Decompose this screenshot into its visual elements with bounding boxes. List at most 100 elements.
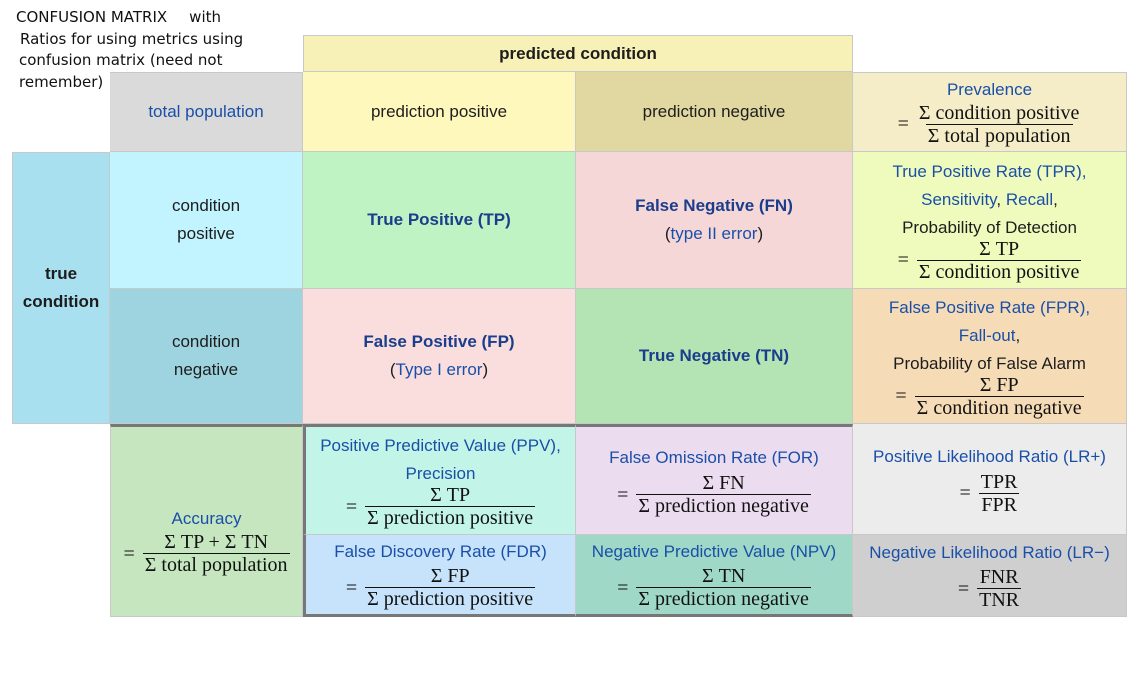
- accuracy-title: Accuracy: [171, 509, 242, 528]
- tpr-cell: True Positive Rate (TPR), Sensitivity, R…: [853, 152, 1127, 289]
- lr-negative-numerator: FNR: [979, 566, 1019, 588]
- total-population-cell: total population: [110, 72, 303, 152]
- fn-paren-open: (: [664, 224, 671, 243]
- accuracy-denominator: Σ total population: [142, 553, 290, 576]
- condition-positive-line-2: positive: [177, 224, 235, 243]
- prevalence-cell: Prevalence = Σ condition positive Σ tota…: [853, 72, 1127, 152]
- true-positive-label: True Positive (TP): [367, 210, 511, 229]
- tpr-numerator: Σ TP: [979, 237, 1020, 260]
- lr-negative-title: Negative Likelihood Ratio (LR−): [869, 543, 1110, 562]
- ppv-line-1: Positive Predictive Value (PPV),: [320, 436, 561, 455]
- npv-eq: =: [617, 576, 629, 599]
- lr-positive-numerator: TPR: [980, 470, 1018, 493]
- lr-negative-formula: = FNR TNR: [957, 566, 1022, 611]
- true-positive-cell: True Positive (TP): [303, 152, 576, 289]
- fpr-line-2: Fall-out,: [959, 322, 1020, 350]
- ppv-numerator: Σ TP: [430, 484, 471, 506]
- prevalence-title: Prevalence: [946, 79, 1033, 99]
- condition-positive-line-1: condition: [171, 196, 241, 215]
- npv-numerator: Σ TN: [701, 565, 746, 587]
- prevalence-denominator: Σ total population: [925, 123, 1073, 147]
- fpr-denominator: Σ condition negative: [914, 395, 1084, 419]
- tpr-line-3: Probability of Detection: [902, 217, 1077, 237]
- prediction-positive-label: prediction positive: [370, 101, 508, 121]
- prevalence-numerator: Σ condition positive: [918, 101, 1080, 124]
- npv-formula: = Σ TN Σ prediction negative: [617, 565, 811, 610]
- accuracy-cell: Accuracy = Σ TP + Σ TN Σ total populatio…: [110, 424, 303, 617]
- total-population-label: total population: [148, 102, 264, 121]
- fpr-line-1: False Positive Rate (FPR),: [888, 297, 1091, 317]
- fpr-cell: False Positive Rate (FPR), Fall-out, Pro…: [853, 289, 1127, 424]
- condition-negative-cell: condition negative: [110, 289, 303, 424]
- lr-positive-title: Positive Likelihood Ratio (LR+): [873, 446, 1106, 466]
- for-denominator: Σ prediction negative: [636, 494, 811, 517]
- fpr-comma: ,: [1015, 325, 1021, 345]
- ppv-denominator: Σ prediction positive: [365, 506, 536, 529]
- fp-paren-close: ): [482, 360, 489, 379]
- note-line-4: remember): [19, 72, 104, 91]
- false-negative-title: False Negative (FN): [635, 196, 793, 215]
- condition-positive-cell: condition positive: [110, 152, 303, 289]
- prevalence-formula: = Σ condition positive Σ total populatio…: [898, 102, 1082, 147]
- predicted-condition-label: predicted condition: [499, 43, 657, 63]
- fdr-eq: =: [345, 576, 358, 599]
- title-note: CONFUSION MATRIX with Ratios for using me…: [16, 7, 296, 93]
- type-i-error-link[interactable]: Type I error: [395, 360, 483, 379]
- fall-out-link[interactable]: Fall-out: [958, 325, 1016, 345]
- note-line-1b: with: [189, 8, 221, 26]
- fdr-cell: False Discovery Rate (FDR) = Σ FP Σ pred…: [303, 535, 576, 617]
- true-negative-cell: True Negative (TN): [576, 289, 853, 424]
- fpr-line-3: Probability of False Alarm: [893, 353, 1086, 373]
- true-negative-label: True Negative (TN): [638, 346, 790, 365]
- note-line-1a: CONFUSION MATRIX: [16, 8, 168, 26]
- lr-positive-formula: = TPR FPR: [960, 471, 1020, 516]
- false-negative-sub: (type II error): [665, 220, 763, 248]
- true-condition-cell: true condition: [12, 152, 110, 424]
- prevalence-eq: =: [897, 113, 909, 135]
- npv-denominator: Σ prediction negative: [636, 587, 811, 610]
- recall-link[interactable]: Recall: [1005, 189, 1054, 209]
- for-cell: False Omission Rate (FOR) = Σ FN Σ predi…: [576, 424, 853, 535]
- ppv-eq: =: [345, 495, 358, 518]
- lr-positive-denominator: FPR: [979, 492, 1019, 516]
- true-condition-line-2: condition: [22, 292, 100, 311]
- fdr-formula: = Σ FP Σ prediction positive: [345, 565, 536, 610]
- lr-negative-denominator: TNR: [977, 588, 1022, 611]
- lr-negative-eq: =: [957, 577, 970, 600]
- lr-positive-cell: Positive Likelihood Ratio (LR+) = TPR FP…: [853, 424, 1127, 535]
- prediction-positive-cell: prediction positive: [303, 72, 576, 152]
- sensitivity-link[interactable]: Sensitivity: [921, 189, 997, 209]
- accuracy-numerator: Σ TP + Σ TN: [164, 531, 269, 553]
- accuracy-formula: = Σ TP + Σ TN Σ total population: [123, 531, 290, 576]
- for-eq: =: [617, 483, 629, 506]
- false-negative-cell: False Negative (FN) (type II error): [576, 152, 853, 289]
- npv-title: Negative Predictive Value (NPV): [591, 542, 837, 561]
- for-formula: = Σ FN Σ prediction negative: [617, 472, 811, 517]
- note-line-2: Ratios for using metrics using: [20, 29, 244, 48]
- false-positive-title: False Positive (FP): [363, 332, 515, 351]
- accuracy-eq: =: [123, 542, 135, 565]
- fdr-numerator: Σ FP: [430, 565, 470, 587]
- lr-positive-eq: =: [959, 482, 971, 504]
- tpr-denominator: Σ condition positive: [916, 259, 1082, 283]
- prediction-negative-cell: prediction negative: [576, 72, 853, 152]
- condition-negative-line-1: condition: [171, 332, 241, 351]
- npv-cell: Negative Predictive Value (NPV) = Σ TN Σ…: [576, 535, 853, 617]
- fdr-denominator: Σ prediction positive: [365, 587, 536, 610]
- for-title: False Omission Rate (FOR): [609, 448, 819, 467]
- ppv-cell: Positive Predictive Value (PPV), Precisi…: [303, 424, 576, 535]
- false-positive-sub: (Type I error): [390, 356, 488, 384]
- type-ii-error-link[interactable]: type II error: [670, 224, 758, 243]
- fpr-numerator: Σ FP: [979, 373, 1019, 396]
- prediction-negative-label: prediction negative: [642, 101, 786, 121]
- fpr-formula: = Σ FP Σ condition negative: [895, 373, 1084, 419]
- ppv-formula: = Σ TP Σ prediction positive: [345, 484, 536, 529]
- false-positive-cell: False Positive (FP) (Type I error): [303, 289, 576, 424]
- note-line-3: confusion matrix (need not: [19, 51, 223, 69]
- tpr-formula: = Σ TP Σ condition positive: [898, 238, 1082, 283]
- fn-paren-close: ): [757, 224, 764, 243]
- predicted-condition-header: predicted condition: [303, 35, 853, 72]
- tpr-comma-2: ,: [1053, 189, 1058, 209]
- tpr-line-1: True Positive Rate (TPR),: [892, 161, 1087, 181]
- ppv-line-2: Precision: [405, 464, 476, 483]
